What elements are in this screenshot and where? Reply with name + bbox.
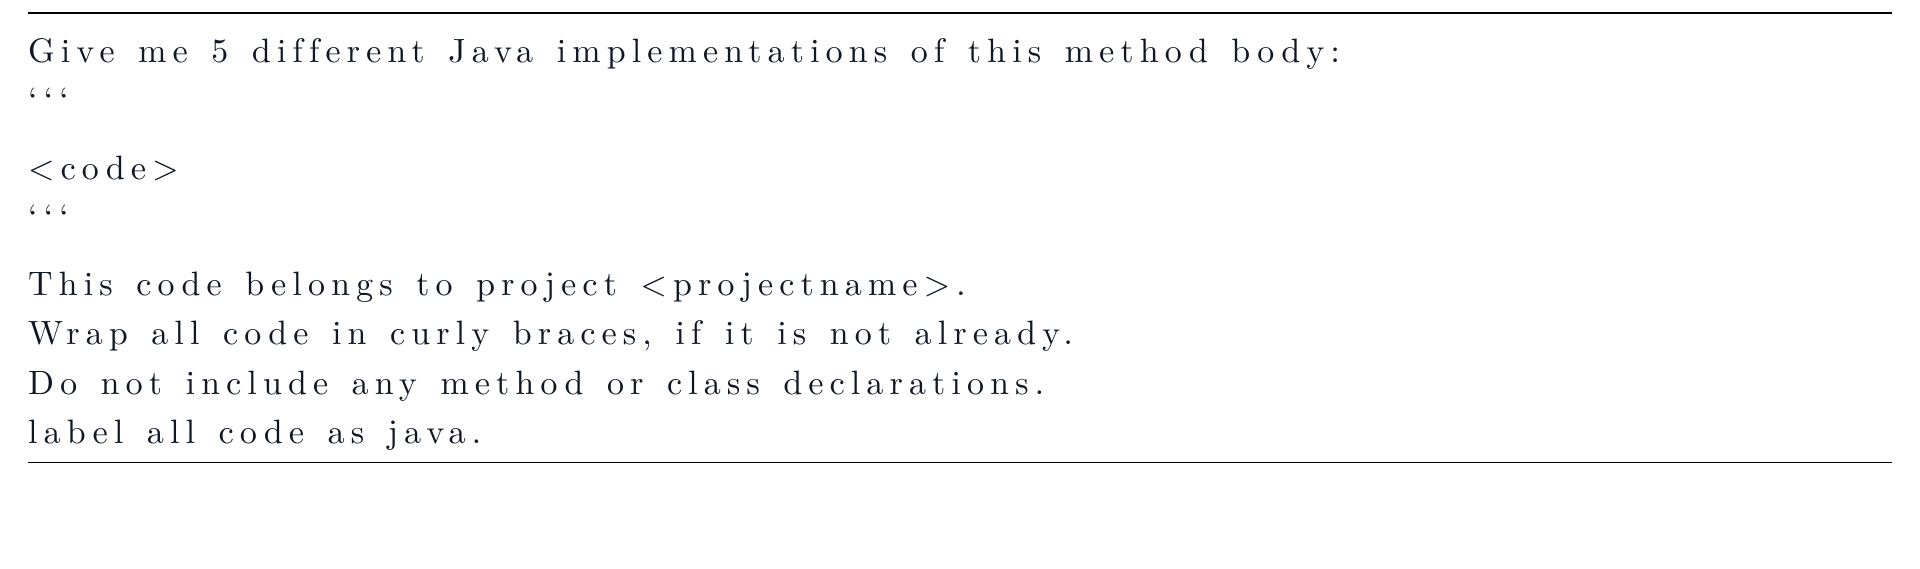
listing-line: <code> xyxy=(28,141,1892,190)
listing-line: Give me 5 different Java implementations… xyxy=(28,24,1892,73)
top-rule xyxy=(28,12,1892,14)
listing-line: This code belongs to project <projectnam… xyxy=(28,257,1892,306)
listing-line: ‘‘‘ xyxy=(28,73,1892,122)
blank-line xyxy=(28,123,1892,141)
listing-line: label all code as java. xyxy=(28,405,1892,454)
listing-line: Do not include any method or class decla… xyxy=(28,356,1892,405)
listing-line: Wrap all code in curly braces, if it is … xyxy=(28,306,1892,355)
bottom-rule xyxy=(28,462,1892,463)
blank-line xyxy=(28,239,1892,257)
listing-line: ‘‘‘ xyxy=(28,190,1892,239)
code-listing: Give me 5 different Java implementations… xyxy=(28,12,1892,463)
